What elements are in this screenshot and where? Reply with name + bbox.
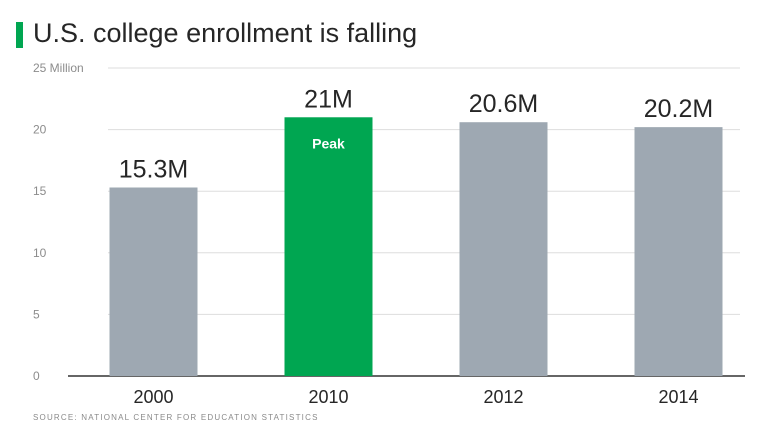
- bar: [109, 187, 198, 376]
- data-label: 21M: [304, 85, 353, 113]
- y-tick-label: 5: [33, 307, 40, 321]
- y-tick-label: 0: [33, 369, 40, 383]
- source-note: SOURCE: NATIONAL CENTER FOR EDUCATION ST…: [33, 413, 319, 422]
- chart-title: U.S. college enrollment is falling: [33, 18, 418, 48]
- y-tick-label: 25 Million: [33, 61, 84, 75]
- data-label: 20.6M: [469, 90, 538, 118]
- bar: [634, 127, 723, 376]
- data-label: 20.2M: [644, 95, 713, 123]
- bar: [459, 122, 548, 376]
- x-tick-label: 2010: [308, 387, 348, 407]
- x-tick-label: 2000: [133, 387, 173, 407]
- y-tick-label: 10: [33, 246, 47, 260]
- y-tick-label: 20: [33, 123, 47, 137]
- title-accent-bar: [16, 22, 23, 48]
- x-tick-label: 2012: [483, 387, 523, 407]
- bar: [284, 117, 373, 376]
- peak-annotation: Peak: [312, 135, 345, 151]
- y-tick-label: 15: [33, 184, 47, 198]
- data-label: 15.3M: [119, 156, 188, 184]
- x-tick-label: 2014: [658, 387, 698, 407]
